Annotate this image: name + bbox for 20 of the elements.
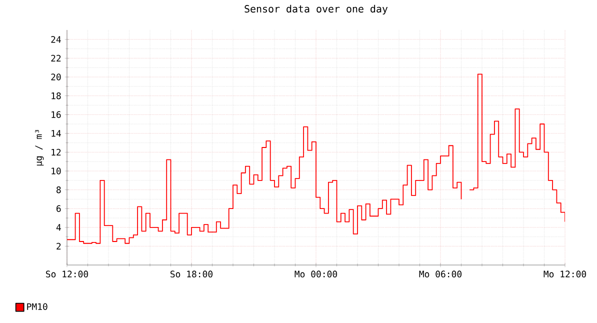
y-tick-label: 2 bbox=[56, 242, 61, 250]
y-tick-label: 12 bbox=[52, 148, 61, 156]
y-tick-label: 20 bbox=[51, 74, 61, 80]
x-tick-label: Mo 12:00 bbox=[544, 270, 586, 278]
y-tick-label: 24 bbox=[51, 36, 61, 43]
x-tick-label: Mo 00:00 bbox=[294, 270, 338, 278]
y-axis-title: µg / m³ bbox=[35, 130, 44, 166]
y-tick-label: 8 bbox=[56, 186, 61, 194]
legend-label: PM10 bbox=[27, 303, 48, 310]
y-tick-label: 22 bbox=[51, 54, 61, 62]
y-tick-label: 4 bbox=[56, 224, 61, 231]
y-tick-label: 18 bbox=[52, 92, 61, 100]
y-tick-label: 16 bbox=[52, 111, 61, 118]
y-tick-label: 6 bbox=[56, 205, 61, 212]
chart-title: Sensor data over one day bbox=[244, 4, 388, 15]
x-tick-label: Mo 06:00 bbox=[419, 270, 462, 278]
x-tick-label: So 12:00 bbox=[46, 270, 88, 278]
y-tick-label: 10 bbox=[52, 168, 61, 174]
x-tick-label: So 18:00 bbox=[170, 270, 213, 278]
y-tick-label: 14 bbox=[52, 130, 61, 137]
